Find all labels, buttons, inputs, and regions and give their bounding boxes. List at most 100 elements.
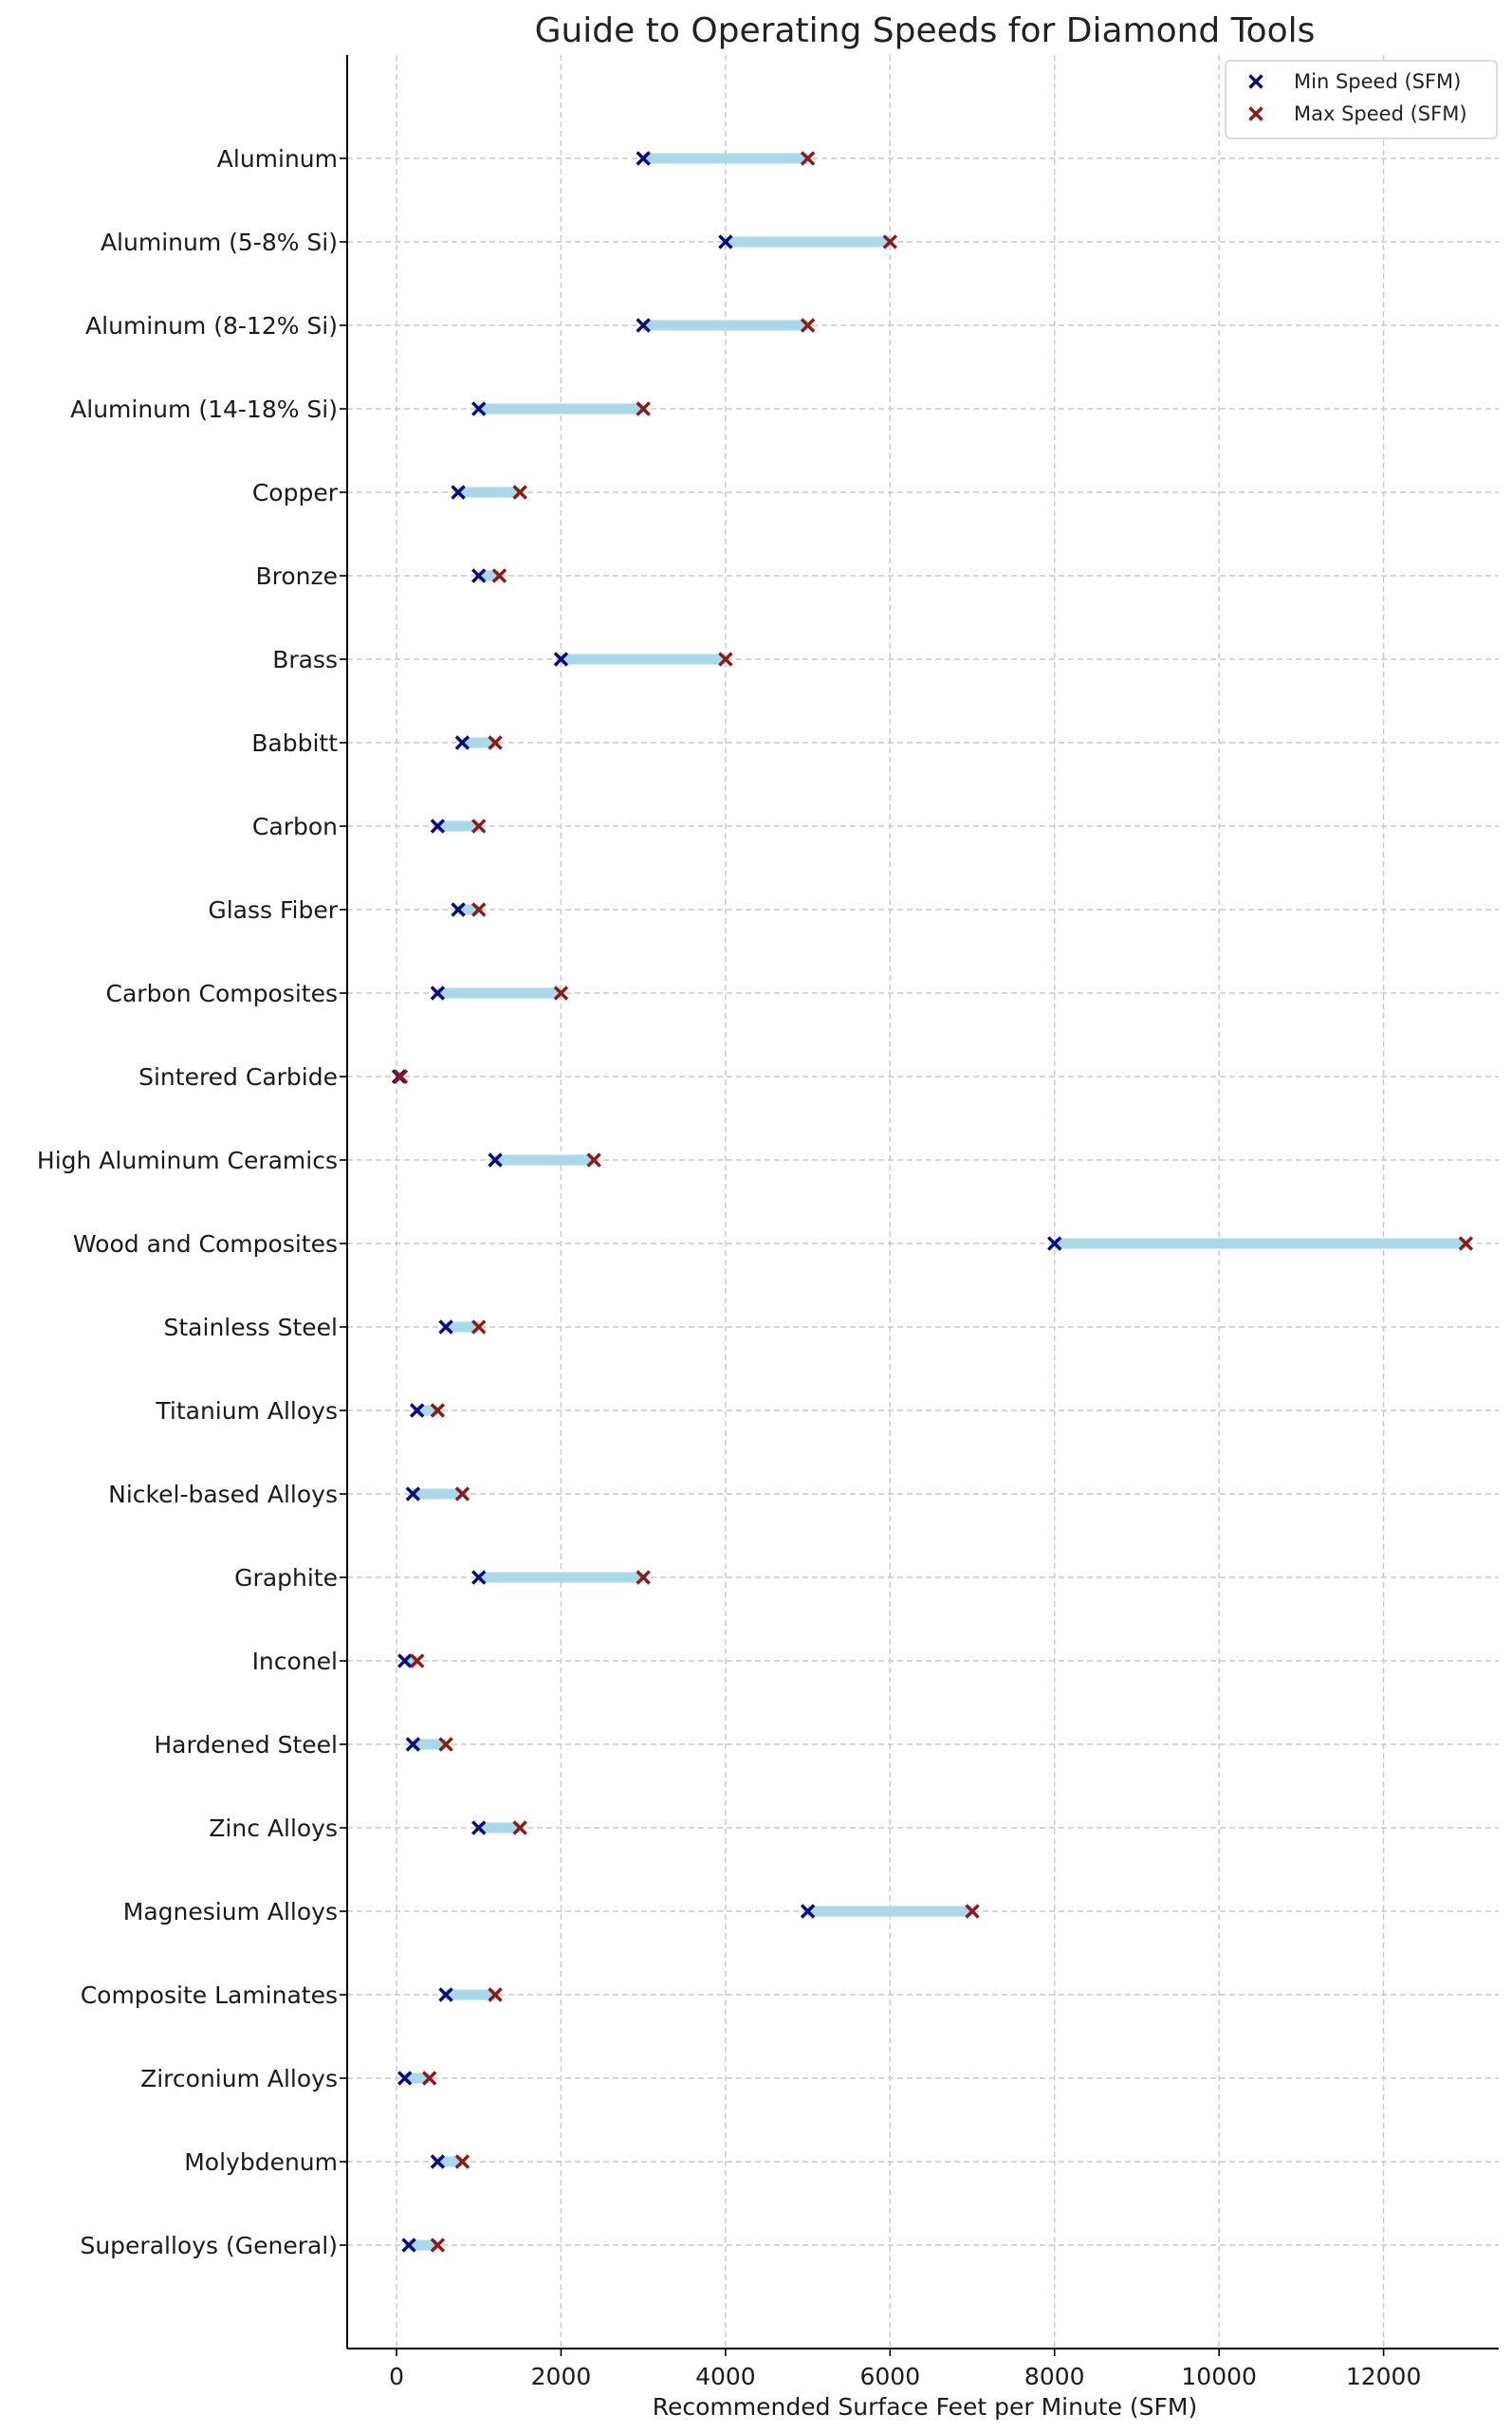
min-speed-marker	[405, 1737, 421, 1752]
y-tick-label: Wood and Composites	[73, 1230, 338, 1258]
x-tick-label: 8000	[1024, 2363, 1085, 2390]
x-tick-label: 12000	[1346, 2363, 1422, 2390]
y-tick-label: Titanium Alloys	[155, 1397, 338, 1425]
x-tick-label: 2000	[531, 2363, 592, 2390]
max-speed-marker	[636, 1570, 651, 1585]
y-tick-label: Babbitt	[251, 729, 338, 757]
min-speed-marker	[396, 1653, 413, 1668]
min-speed-marker	[800, 1904, 816, 1919]
x-axis-title: Recommended Surface Feet per Minute (SFM…	[653, 2393, 1198, 2421]
y-tick-label: Carbon Composites	[106, 980, 338, 1007]
y-tick-label: Aluminum (8-12% Si)	[85, 312, 338, 340]
min-speed-marker	[430, 986, 446, 1001]
max-speed-marker	[882, 234, 898, 249]
y-tick-label: Brass	[272, 646, 338, 673]
max-speed-marker	[393, 1069, 409, 1084]
grid	[347, 55, 1499, 2349]
max-speed-marker	[430, 2238, 446, 2253]
max-speed-marker	[965, 1904, 980, 1919]
chart-title: Guide to Operating Speeds for Diamond To…	[535, 11, 1316, 50]
max-speed-marker	[471, 819, 487, 834]
min-speed-marker	[471, 401, 487, 416]
max-speed-marker	[438, 1737, 453, 1752]
max-speed-marker	[454, 1486, 470, 1502]
max-speed-marker	[488, 1987, 503, 2002]
min-speed-marker	[471, 568, 487, 583]
max-speed-marker	[471, 902, 487, 917]
legend-label: Min Speed (SFM)	[1294, 70, 1461, 93]
min-speed-marker	[451, 902, 466, 917]
max-speed-marker	[471, 1319, 487, 1335]
legend-marker	[1248, 106, 1263, 121]
y-tick-label: Copper	[252, 479, 339, 507]
legend-label: Max Speed (SFM)	[1294, 102, 1467, 125]
min-speed-marker	[454, 735, 470, 750]
min-speed-marker	[396, 2071, 413, 2086]
x-tick-label: 0	[389, 2363, 404, 2390]
y-tick-label: Aluminum	[217, 145, 338, 173]
y-tick-label: Sintered Carbide	[138, 1063, 338, 1091]
min-speed-marker	[718, 234, 733, 249]
speed-markers	[391, 151, 1474, 2253]
y-tick-label: Glass Fiber	[208, 896, 338, 924]
y-tick-label: Stainless Steel	[164, 1314, 338, 1341]
min-speed-marker	[438, 1319, 453, 1335]
y-tick-labels: Aluminum Aluminum (5-8% Si) Aluminum (8-12…	[37, 145, 339, 2259]
y-tick-label: Bronze	[255, 562, 338, 590]
max-speed-marker	[1458, 1236, 1474, 1251]
y-tick-label: Magnesium Alloys	[123, 1898, 338, 1925]
max-speed-marker	[491, 568, 507, 583]
max-speed-marker	[488, 735, 503, 750]
min-speed-marker	[636, 318, 651, 333]
min-speed-marker	[410, 1403, 425, 1418]
min-speed-marker	[438, 1987, 453, 2002]
min-speed-marker	[405, 1486, 421, 1502]
max-speed-marker	[410, 1653, 425, 1668]
legend-box	[1225, 60, 1498, 139]
max-speed-marker	[800, 318, 816, 333]
x-tick-label: 6000	[860, 2363, 921, 2390]
legend: Min Speed (SFM) Max Speed (SFM)	[1225, 60, 1498, 139]
y-tick-label: Graphite	[234, 1564, 338, 1592]
min-speed-marker	[553, 652, 569, 667]
range-bars	[398, 153, 1466, 2251]
y-tick-label: Hardened Steel	[154, 1731, 338, 1759]
max-speed-marker	[422, 2071, 437, 2086]
min-speed-marker	[488, 1152, 503, 1168]
max-speed-marker	[586, 1152, 601, 1168]
y-tick-label: Aluminum (5-8% Si)	[101, 229, 338, 256]
x-tick-label: 10000	[1181, 2363, 1257, 2390]
legend-marker	[1248, 74, 1263, 89]
min-speed-marker	[401, 2238, 416, 2253]
x-tick-labels: 0 2000 4000 6000 8000 10000 12000	[389, 2363, 1421, 2390]
max-speed-marker	[636, 401, 651, 416]
y-tick-label: Carbon	[252, 813, 338, 840]
y-tick-label: Zinc Alloys	[209, 1815, 338, 1842]
y-tick-label: Aluminum (14-18% Si)	[70, 396, 338, 423]
min-speed-marker	[471, 1570, 487, 1585]
y-tick-label: Superalloys (General)	[80, 2232, 338, 2259]
min-speed-marker	[1047, 1236, 1062, 1251]
y-tick-label: Molybdenum	[184, 2148, 338, 2176]
max-speed-marker	[512, 485, 527, 500]
y-tick-label: Composite Laminates	[81, 1981, 338, 2009]
max-speed-marker	[718, 652, 733, 667]
min-speed-marker	[430, 2154, 446, 2169]
min-speed-marker	[471, 1820, 487, 1835]
max-speed-marker	[454, 2154, 470, 2169]
y-tick-label: Inconel	[252, 1648, 338, 1675]
max-speed-marker	[553, 986, 569, 1001]
y-tick-label: High Aluminum Ceramics	[37, 1147, 338, 1174]
legend-items: Min Speed (SFM) Max Speed (SFM)	[1248, 70, 1467, 125]
max-speed-marker	[430, 1403, 446, 1418]
y-tick-label: Nickel-based Alloys	[108, 1481, 338, 1508]
min-speed-marker	[636, 151, 651, 166]
y-tick-label: Zirconium Alloys	[140, 2065, 338, 2092]
min-speed-marker	[430, 819, 446, 834]
max-speed-marker	[800, 151, 816, 166]
x-tick-label: 4000	[695, 2363, 756, 2390]
max-speed-marker	[512, 1820, 527, 1835]
axes	[340, 55, 1499, 2356]
